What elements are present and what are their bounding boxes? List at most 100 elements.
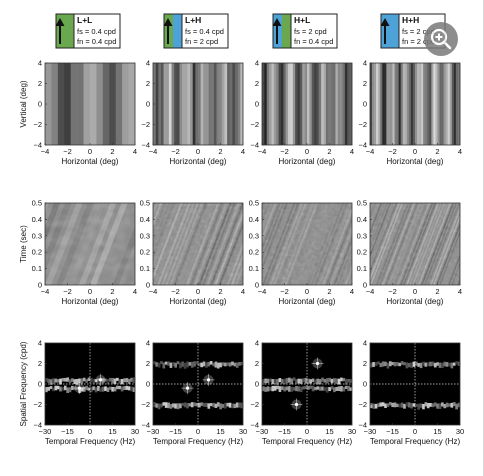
spectrum-band-cell xyxy=(71,385,74,390)
grating-stripe xyxy=(392,63,395,145)
magnifier-plus-icon xyxy=(430,28,452,50)
spectrum-band-cell xyxy=(80,387,84,392)
spectrum-band-cell xyxy=(235,402,239,408)
spectrum-band-cell xyxy=(113,378,117,385)
spectrum-band-cell xyxy=(176,361,180,365)
grating-stripe xyxy=(163,63,167,145)
spectrum-band-cell xyxy=(171,362,175,367)
spectrum-band-cell xyxy=(379,362,383,368)
spectrum-band-cell xyxy=(266,386,270,392)
spectrum-peak xyxy=(98,378,103,382)
grating-stripe xyxy=(182,63,186,145)
spectrum-band-cell xyxy=(400,361,404,365)
spectrum-band-cell xyxy=(174,403,177,409)
x-tick-label: 0 xyxy=(196,287,200,296)
grating-stripe xyxy=(299,63,303,145)
spectrum-band-cell xyxy=(271,379,275,385)
spectrum-band-cell xyxy=(59,378,62,385)
y-tick-label: 0.4 xyxy=(357,215,367,224)
spectrum-band-cell xyxy=(75,386,79,391)
condition-title: H+H xyxy=(402,15,419,25)
spectrum-band-cell xyxy=(167,361,170,366)
grating-stripe xyxy=(232,63,236,145)
grating-stripe xyxy=(337,63,341,145)
grating-stripe xyxy=(417,63,420,145)
x-tick-label: 15 xyxy=(216,427,224,436)
y-tick-label: −4 xyxy=(141,141,150,150)
x-tick-label: 30 xyxy=(348,427,356,436)
spectrum-band-cell xyxy=(262,386,265,392)
condition-title: L+L xyxy=(77,15,92,25)
spectrum-band-cell xyxy=(49,379,53,385)
x-tick-label: 0 xyxy=(88,147,92,156)
y-tick-label: 0.3 xyxy=(357,231,367,240)
drifting-texture xyxy=(153,203,243,285)
spectrum-band-cell xyxy=(370,403,373,409)
grating-stripe xyxy=(102,63,110,145)
x-tick-label: 0 xyxy=(196,147,200,156)
spectrum-band-cell xyxy=(171,403,175,408)
x-tick-label: 30 xyxy=(131,427,139,436)
grating-stripe xyxy=(328,63,331,145)
spectrum-band-cell xyxy=(381,361,385,367)
spectrum-band-cell xyxy=(340,386,343,392)
grating-stripe xyxy=(160,63,164,145)
y-tick-label: 0 xyxy=(255,281,259,290)
spectrum-band-cell xyxy=(344,378,348,385)
spectrum-band-cell xyxy=(335,387,339,391)
arrowhead-icon xyxy=(380,18,390,26)
grating-stripe xyxy=(342,63,346,145)
y-tick-label: 0 xyxy=(38,281,42,290)
spectrum-band-cell xyxy=(240,361,244,366)
spectrum-band-cell xyxy=(266,378,270,384)
spectrum-band-cell xyxy=(179,403,182,409)
spectrum-band-cell xyxy=(130,377,133,382)
spectrum-band-cell xyxy=(342,378,346,382)
spectrum-band-cell xyxy=(433,362,437,368)
spectrum-band-cell xyxy=(123,378,126,383)
spectrum-band-cell xyxy=(292,377,296,381)
grating-stripe xyxy=(192,63,196,145)
spectrum-band-cell xyxy=(370,362,373,368)
spectrum-band-cell xyxy=(52,378,55,385)
spectrum-band-cell xyxy=(120,378,124,385)
x-tick-label: −15 xyxy=(278,427,291,436)
spectrum-band-cell xyxy=(87,387,91,391)
grating-stripe xyxy=(408,63,412,145)
spectrum-band-cell xyxy=(49,386,53,390)
spectrum-band-cell xyxy=(231,361,234,366)
grating-stripe xyxy=(431,63,434,145)
spectrum-band-cell xyxy=(54,378,58,383)
y-tick-label: 0.2 xyxy=(357,248,367,257)
x-axis-label: Horizontal (deg) xyxy=(279,157,336,166)
noise-swatch xyxy=(390,14,399,48)
y-tick-label: −4 xyxy=(33,141,42,150)
x-tick-label: 0 xyxy=(88,427,92,436)
spectrum-band-cell xyxy=(47,386,51,391)
spectrum-band-cell xyxy=(405,402,409,407)
spectrum-band-cell xyxy=(157,362,161,368)
spectrum-band-cell xyxy=(328,377,331,382)
spectrum-band-cell xyxy=(398,362,402,367)
zoom-button[interactable] xyxy=(424,22,458,56)
spectrum-band-cell xyxy=(198,362,201,367)
y-tick-label: 0.4 xyxy=(32,215,42,224)
x-tick-label: 4 xyxy=(241,147,245,156)
x-tick-label: −4 xyxy=(366,287,375,296)
spectrum-band-cell xyxy=(212,402,215,408)
y-tick-label: −4 xyxy=(358,141,367,150)
grating-stripe xyxy=(266,63,270,145)
x-tick-label: 2 xyxy=(435,147,439,156)
y-tick-label: 0.4 xyxy=(249,215,259,224)
y-axis-label: Spatial Frequency (cpd) xyxy=(19,341,28,426)
spectrum-band-cell xyxy=(214,361,218,368)
y-tick-label: 4 xyxy=(146,59,150,68)
spectrum-band-cell xyxy=(391,402,394,408)
spectrum-band-cell xyxy=(438,403,442,410)
plot-row2-col3: −4 −2 0 2 4 Horizontal (deg) 0.5 0.4 0.3 0.2 0.1 0 xyxy=(249,199,355,307)
spectrum-band-cell xyxy=(78,378,81,383)
spectrum-band-cell xyxy=(207,403,211,409)
grating-stripe xyxy=(384,63,387,145)
spectrum-band-cell xyxy=(47,378,51,383)
spectrum-band-cell xyxy=(75,379,79,385)
